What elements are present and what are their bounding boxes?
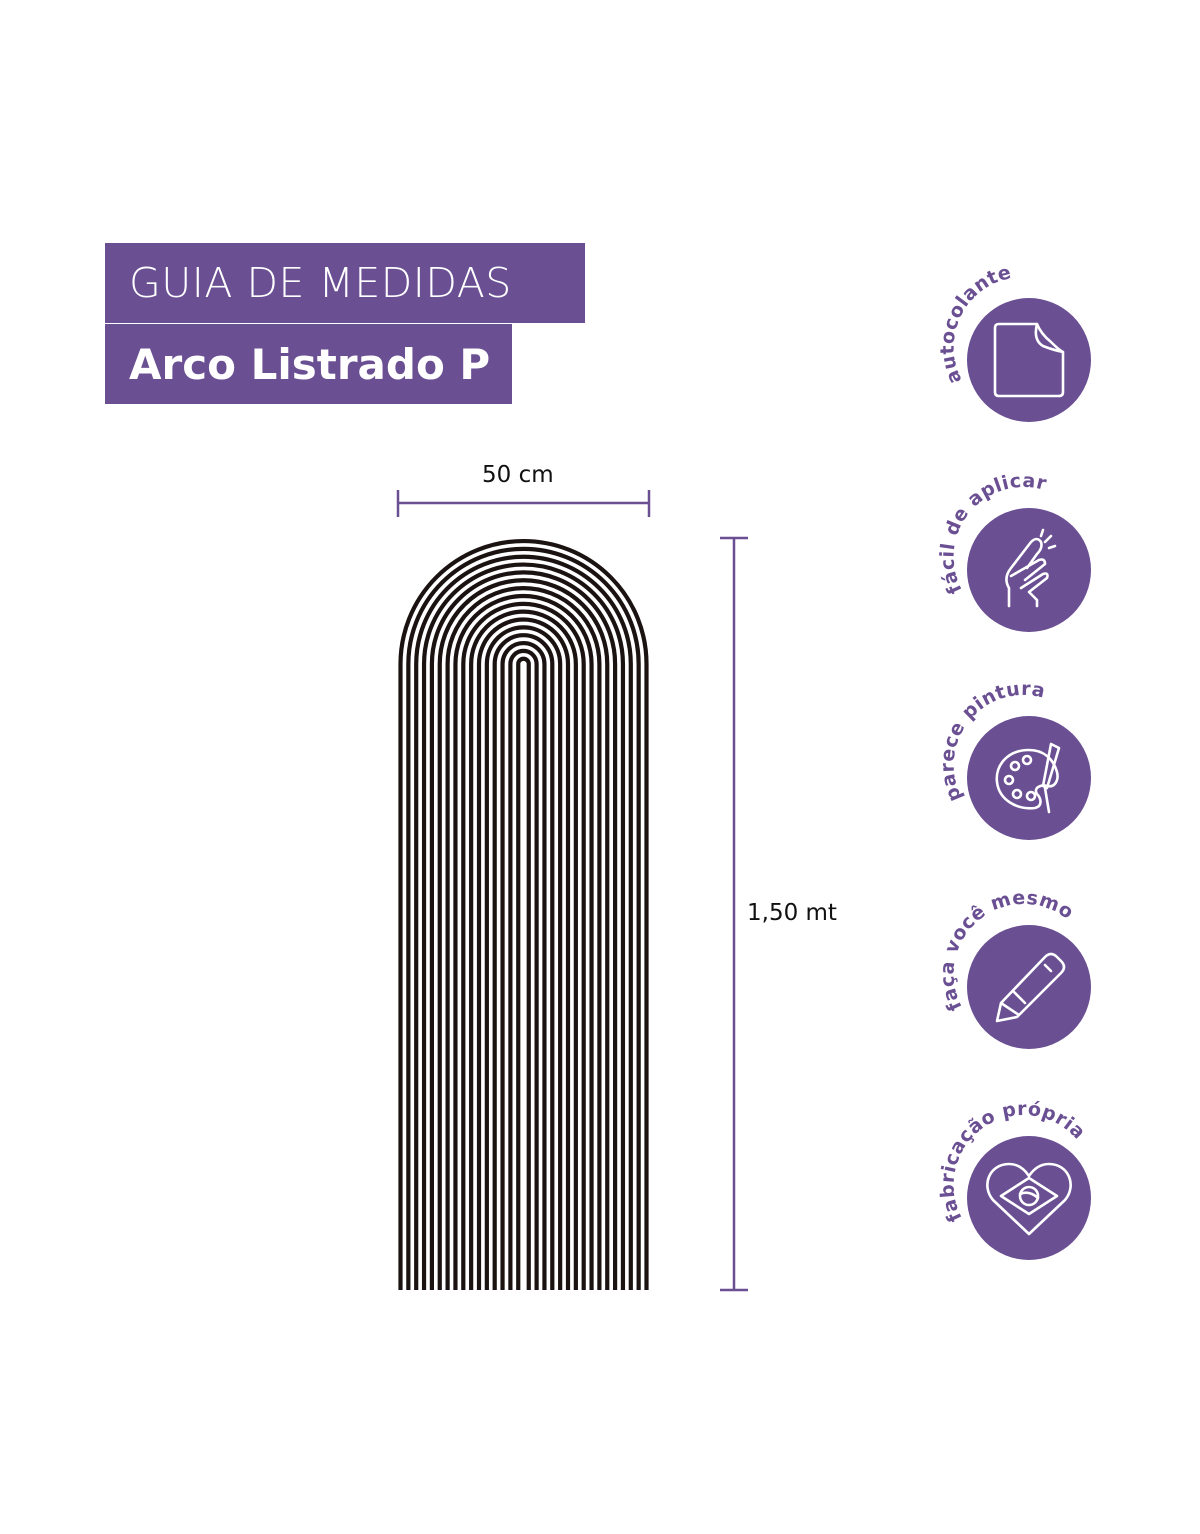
badge-fácil-de-aplicar: fácil de aplicar bbox=[936, 470, 1091, 632]
arch-stripe bbox=[461, 601, 586, 1290]
arch-stripe bbox=[516, 656, 531, 1290]
heart-brazil-flag-icon bbox=[986, 1162, 1072, 1236]
height-dimension-line bbox=[720, 536, 748, 1292]
arch-stripe bbox=[421, 562, 626, 1290]
width-label: 50 cm bbox=[482, 462, 554, 488]
arch-stripe bbox=[469, 609, 578, 1290]
badge-parece-pintura: parece pintura bbox=[936, 678, 1091, 840]
arch-stripe bbox=[406, 546, 641, 1290]
arch-stripe bbox=[492, 633, 555, 1290]
badge-faça-você-mesmo: faça você mesmo bbox=[936, 887, 1091, 1049]
striped-arch bbox=[398, 538, 649, 1290]
badge-circle bbox=[967, 925, 1091, 1049]
arch-stripe bbox=[476, 617, 571, 1290]
badge-circle bbox=[967, 508, 1091, 632]
height-label: 1,50 mt bbox=[747, 900, 837, 926]
finger-press-icon bbox=[1005, 528, 1057, 608]
utility-knife-icon bbox=[995, 952, 1066, 1023]
guide-title: GUIA DE MEDIDAS bbox=[105, 243, 585, 323]
product-name: Arco Listrado P bbox=[105, 324, 512, 404]
arch-stripe bbox=[445, 586, 602, 1290]
title-text: GUIA DE MEDIDAS bbox=[129, 259, 512, 307]
peeling-sticker-icon bbox=[993, 322, 1065, 398]
arch-stripe bbox=[398, 538, 649, 1290]
product-text: Arco Listrado P bbox=[129, 339, 491, 389]
badge-circle bbox=[967, 1136, 1091, 1260]
arch-stripe bbox=[429, 570, 618, 1290]
badge-autocolante: autocolante bbox=[936, 261, 1091, 422]
badge-fabricação-própria: fabricação própria bbox=[936, 1098, 1091, 1260]
width-dimension-line bbox=[396, 490, 651, 517]
arch-stripe bbox=[453, 593, 594, 1290]
paint-palette-icon bbox=[995, 742, 1061, 814]
badge-circle bbox=[967, 716, 1091, 840]
badge-circle bbox=[967, 298, 1091, 422]
arch-stripe bbox=[414, 554, 633, 1290]
arch-stripe bbox=[484, 625, 563, 1290]
arch-stripe bbox=[500, 640, 547, 1290]
arch-stripe bbox=[437, 578, 610, 1290]
arch-stripe bbox=[508, 648, 539, 1290]
